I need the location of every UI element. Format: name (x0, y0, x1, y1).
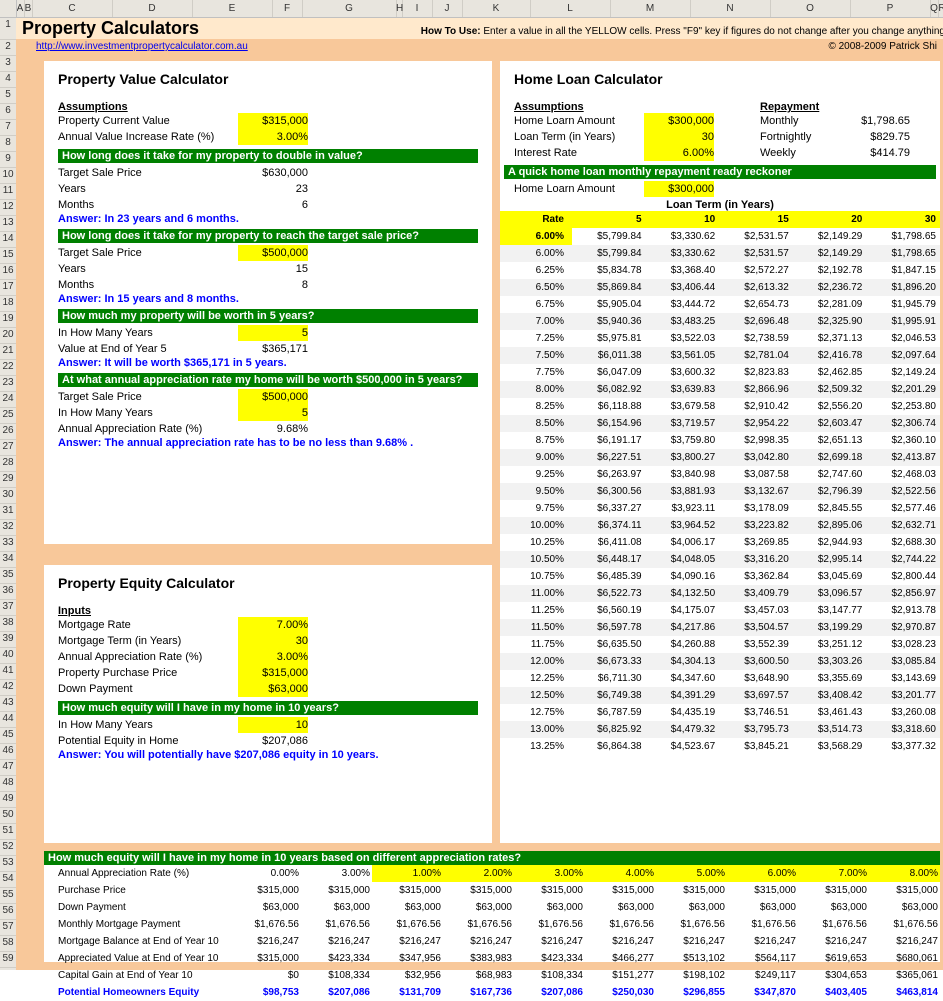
tsp-label: Target Sale Price (44, 165, 238, 181)
inputs-label: Inputs (44, 591, 91, 617)
aar-input[interactable]: 3.00% (238, 649, 308, 665)
monthly-value: $1,798.65 (840, 113, 910, 129)
mt-label: Mortgage Term (in Years) (44, 633, 238, 649)
months-label: Months (44, 277, 238, 293)
aar-value: 9.68% (238, 421, 308, 437)
lty-input[interactable]: 30 (644, 129, 714, 145)
equity-table: Annual Appreciation Rate (%)0.00%3.00%1.… (44, 865, 940, 1001)
dp-input[interactable]: $63,000 (238, 681, 308, 697)
hla-input[interactable]: $300,000 (644, 113, 714, 129)
vey-value: $365,171 (238, 341, 308, 357)
ihmy-input[interactable]: 10 (238, 717, 308, 733)
months-value: 6 (238, 197, 308, 213)
ppp-input[interactable]: $315,000 (238, 665, 308, 681)
pe-value: $207,086 (238, 733, 308, 749)
hla2-input[interactable]: $300,000 (644, 181, 714, 197)
weekly-value: $414.79 (840, 145, 910, 161)
question-bar: A quick home loan monthly repayment read… (504, 165, 936, 179)
question-bar: How much equity will I have in my home i… (44, 851, 940, 865)
loan-table: Rate5101520306.00%$5,799.84$3,330.62$2,5… (500, 211, 940, 755)
vey-label: Value at End of Year 5 (44, 341, 238, 357)
ihmy-input[interactable]: 5 (238, 405, 308, 421)
pcv-label: Property Current Value (44, 113, 238, 129)
mr-input[interactable]: 7.00% (238, 617, 308, 633)
lty-label: Loan Term (in Years) (500, 129, 644, 145)
home-loan-calculator: Home Loan Calculator Assumptions Home Lo… (500, 61, 940, 843)
tsp-value: $630,000 (238, 165, 308, 181)
term-header: Loan Term (in Years) (500, 199, 940, 211)
fortnightly-label: Fortnightly (760, 129, 840, 145)
tsp-label: Target Sale Price (44, 389, 238, 405)
answer-text: Answer: In 15 years and 8 months. (44, 293, 492, 305)
mt-input[interactable]: 30 (238, 633, 308, 649)
row-headers: 1234567891011121314151617181920212223242… (0, 0, 17, 970)
pcv-input[interactable]: $315,000 (238, 113, 308, 129)
panel-title: Property Equity Calculator (44, 565, 492, 591)
panel-title: Property Value Calculator (44, 61, 492, 87)
question-bar: How much equity will I have in my home i… (58, 701, 478, 715)
assumptions-label: Assumptions (44, 87, 128, 113)
years-label: Years (44, 181, 238, 197)
ppp-label: Property Purchase Price (44, 665, 238, 681)
avir-label: Annual Value Increase Rate (%) (44, 129, 238, 145)
aar-label: Annual Appreciation Rate (%) (44, 421, 238, 437)
copyright: © 2008-2009 Patrick Shi (828, 41, 937, 52)
hla2-label: Home Loarn Amount (500, 181, 644, 197)
avir-input[interactable]: 3.00% (238, 129, 308, 145)
question-bar: How much my property will be worth in 5 … (58, 309, 478, 323)
tsp-input[interactable]: $500,000 (238, 245, 308, 261)
panel-title: Home Loan Calculator (500, 61, 940, 87)
spreadsheet: ABCDEFGHIJKLMNOPQR 123456789101112131415… (0, 0, 943, 970)
mr-label: Mortgage Rate (44, 617, 238, 633)
years-label: Years (44, 261, 238, 277)
weekly-label: Weekly (760, 145, 840, 161)
dp-label: Down Payment (44, 681, 238, 697)
monthly-label: Monthly (760, 113, 840, 129)
months-value: 8 (238, 277, 308, 293)
answer-text: Answer: You will potentially have $207,0… (44, 749, 492, 761)
equity-rates-table: How much equity will I have in my home i… (44, 851, 940, 962)
sheet-content: Property Calculators How To Use: Enter a… (16, 17, 943, 970)
property-value-calculator: Property Value Calculator Assumptions Pr… (44, 61, 492, 544)
question-bar: At what annual appreciation rate my home… (58, 373, 478, 387)
page-title: Property Calculators How To Use: Enter a… (16, 17, 943, 39)
answer-text: Answer: It will be worth $365,171 in 5 y… (44, 357, 492, 369)
years-value: 23 (238, 181, 308, 197)
fortnightly-value: $829.75 (840, 129, 910, 145)
answer-text: Answer: In 23 years and 6 months. (44, 213, 492, 225)
repayment-label: Repayment (760, 87, 819, 113)
question-bar: How long does it take for my property to… (58, 229, 478, 243)
ir-input[interactable]: 6.00% (644, 145, 714, 161)
website-link[interactable]: http://www.investmentpropertycalculator.… (36, 41, 248, 52)
assumptions-label: Assumptions (500, 87, 584, 113)
property-equity-calculator: Property Equity Calculator Inputs Mortga… (44, 565, 492, 843)
months-label: Months (44, 197, 238, 213)
column-headers: ABCDEFGHIJKLMNOPQR (0, 0, 943, 18)
ir-label: Interest Rate (500, 145, 644, 161)
ihmy-label: In How Many Years (44, 405, 238, 421)
ihmy-input[interactable]: 5 (238, 325, 308, 341)
question-bar: How long does it take for my property to… (58, 149, 478, 163)
ihmy-label: In How Many Years (44, 717, 238, 733)
answer-text: Answer: The annual appreciation rate has… (44, 437, 492, 449)
tsp-input[interactable]: $500,000 (238, 389, 308, 405)
years-value: 15 (238, 261, 308, 277)
ihmy-label: In How Many Years (44, 325, 238, 341)
aar-label: Annual Appreciation Rate (%) (44, 649, 238, 665)
howto-text: How To Use: Enter a value in all the YEL… (421, 21, 943, 43)
tsp-label: Target Sale Price (44, 245, 238, 261)
pe-label: Potential Equity in Home (44, 733, 238, 749)
hla-label: Home Loarn Amount (500, 113, 644, 129)
select-all-corner[interactable] (0, 0, 17, 18)
